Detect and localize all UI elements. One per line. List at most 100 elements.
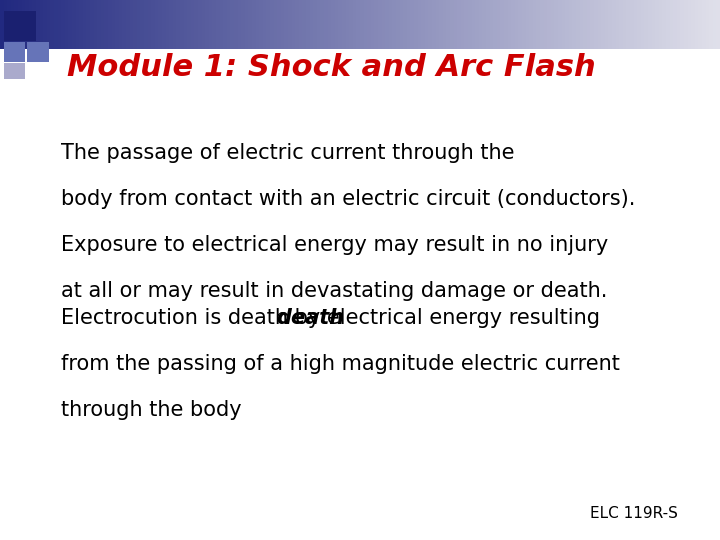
- Bar: [212, 0, 217, 49]
- Text: ELC 119R-S: ELC 119R-S: [590, 506, 678, 521]
- Bar: [529, 0, 534, 49]
- Bar: [536, 0, 541, 49]
- Bar: [144, 0, 148, 49]
- Bar: [515, 0, 519, 49]
- Bar: [619, 0, 624, 49]
- Bar: [299, 0, 303, 49]
- Bar: [230, 0, 235, 49]
- Bar: [659, 0, 663, 49]
- Bar: [18, 0, 22, 49]
- Bar: [137, 0, 141, 49]
- Bar: [414, 0, 418, 49]
- Bar: [702, 0, 706, 49]
- Bar: [486, 0, 490, 49]
- Bar: [389, 0, 393, 49]
- Bar: [335, 0, 339, 49]
- Bar: [439, 0, 444, 49]
- Bar: [68, 0, 73, 49]
- Bar: [605, 0, 609, 49]
- Bar: [688, 0, 692, 49]
- Bar: [292, 0, 296, 49]
- Bar: [652, 0, 656, 49]
- Bar: [601, 0, 606, 49]
- Bar: [450, 0, 454, 49]
- Bar: [709, 0, 714, 49]
- Bar: [65, 0, 69, 49]
- Bar: [328, 0, 332, 49]
- Bar: [11, 0, 15, 49]
- Bar: [320, 0, 325, 49]
- Bar: [583, 0, 588, 49]
- Bar: [176, 0, 181, 49]
- Bar: [558, 0, 562, 49]
- Bar: [677, 0, 681, 49]
- Bar: [634, 0, 638, 49]
- Bar: [392, 0, 397, 49]
- Bar: [27, 42, 49, 62]
- Bar: [256, 0, 260, 49]
- Text: Electrocution is: Electrocution is: [61, 308, 228, 328]
- Bar: [194, 0, 199, 49]
- Bar: [180, 0, 184, 49]
- Bar: [234, 0, 238, 49]
- Bar: [533, 0, 537, 49]
- Bar: [497, 0, 501, 49]
- Bar: [425, 0, 429, 49]
- Bar: [630, 0, 634, 49]
- Bar: [565, 0, 570, 49]
- Bar: [691, 0, 696, 49]
- Bar: [281, 0, 285, 49]
- Bar: [173, 0, 177, 49]
- Bar: [403, 0, 408, 49]
- Bar: [259, 0, 264, 49]
- Bar: [133, 0, 138, 49]
- Bar: [526, 0, 530, 49]
- Bar: [367, 0, 372, 49]
- Bar: [4, 0, 8, 49]
- Bar: [130, 0, 134, 49]
- Bar: [626, 0, 631, 49]
- Bar: [443, 0, 447, 49]
- Bar: [342, 0, 346, 49]
- Bar: [551, 0, 555, 49]
- Bar: [162, 0, 166, 49]
- Bar: [612, 0, 616, 49]
- Bar: [32, 0, 37, 49]
- Bar: [310, 0, 314, 49]
- Bar: [29, 0, 33, 49]
- Bar: [364, 0, 368, 49]
- Bar: [169, 0, 174, 49]
- Bar: [644, 0, 649, 49]
- Text: death: death: [276, 308, 345, 328]
- Bar: [695, 0, 699, 49]
- Bar: [263, 0, 267, 49]
- Bar: [356, 0, 361, 49]
- Bar: [14, 0, 19, 49]
- Bar: [43, 0, 48, 49]
- Bar: [641, 0, 645, 49]
- Text: at all or may result in devastating damage or death.: at all or may result in devastating dama…: [61, 281, 608, 301]
- Bar: [248, 0, 253, 49]
- Bar: [706, 0, 710, 49]
- Text: Exposure to electrical energy may result in no injury: Exposure to electrical energy may result…: [61, 235, 608, 255]
- Bar: [0, 0, 4, 49]
- Bar: [598, 0, 602, 49]
- Bar: [418, 0, 422, 49]
- Bar: [277, 0, 282, 49]
- Bar: [7, 0, 12, 49]
- Bar: [209, 0, 213, 49]
- Text: through the body: through the body: [61, 400, 242, 420]
- Bar: [508, 0, 512, 49]
- Bar: [266, 0, 271, 49]
- Bar: [252, 0, 256, 49]
- Bar: [166, 0, 170, 49]
- Bar: [227, 0, 231, 49]
- Bar: [148, 0, 152, 49]
- Text: Module 1: Shock and Arc Flash: Module 1: Shock and Arc Flash: [67, 53, 595, 82]
- Text: body from contact with an electric circuit (conductors).: body from contact with an electric circu…: [61, 189, 636, 209]
- Bar: [382, 0, 386, 49]
- Bar: [90, 0, 94, 49]
- Bar: [76, 0, 80, 49]
- Bar: [400, 0, 404, 49]
- Bar: [119, 0, 123, 49]
